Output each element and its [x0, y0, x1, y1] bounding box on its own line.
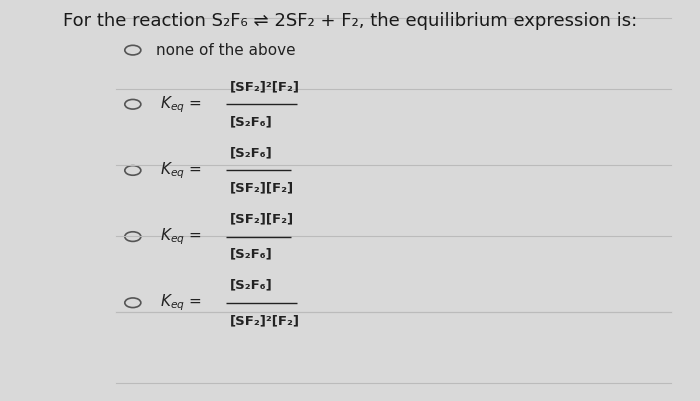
- Text: $K_{eq}$ =: $K_{eq}$ =: [160, 226, 202, 247]
- Text: [S₂F₆]: [S₂F₆]: [230, 279, 272, 292]
- Text: [SF₂]²[F₂]: [SF₂]²[F₂]: [230, 314, 300, 327]
- Text: [S₂F₆]: [S₂F₆]: [230, 115, 272, 128]
- Text: $K_{eq}$ =: $K_{eq}$ =: [160, 160, 202, 181]
- Text: $K_{eq}$ =: $K_{eq}$ =: [160, 94, 202, 115]
- Text: $K_{eq}$ =: $K_{eq}$ =: [160, 292, 202, 313]
- Text: [SF₂][F₂]: [SF₂][F₂]: [230, 213, 294, 225]
- Text: [S₂F₆]: [S₂F₆]: [230, 146, 272, 159]
- Text: [SF₂][F₂]: [SF₂][F₂]: [230, 182, 294, 194]
- Text: none of the above: none of the above: [156, 43, 296, 58]
- Text: [SF₂]²[F₂]: [SF₂]²[F₂]: [230, 80, 300, 93]
- Text: For the reaction S₂F₆ ⇌ 2SF₂ + F₂, the equilibrium expression is:: For the reaction S₂F₆ ⇌ 2SF₂ + F₂, the e…: [63, 12, 637, 30]
- Text: [S₂F₆]: [S₂F₆]: [230, 248, 272, 261]
